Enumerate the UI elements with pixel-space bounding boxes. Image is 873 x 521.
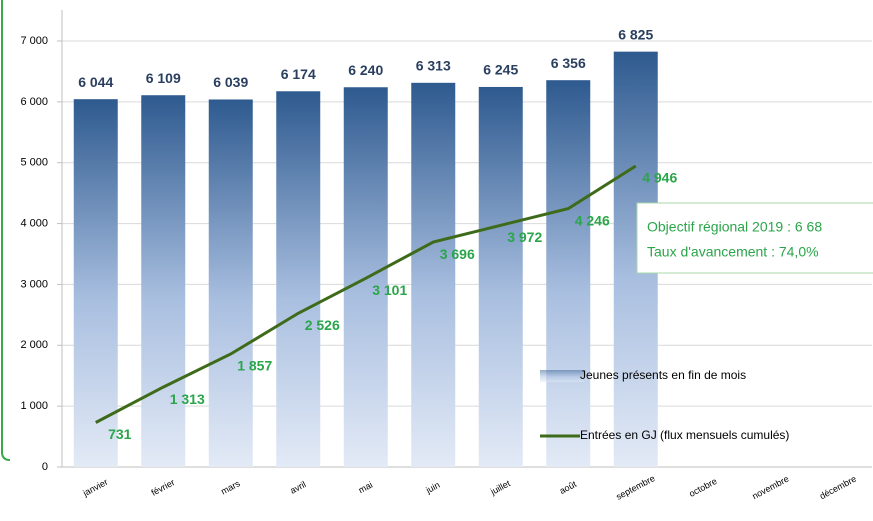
bar [478, 86, 523, 467]
y-tick-label: 1 000 [20, 400, 48, 412]
line-value-label: 2 526 [305, 317, 340, 333]
x-tick-label: juillet [488, 478, 512, 497]
bar-value-label: 6 044 [78, 74, 113, 90]
bar-value-label: 6 039 [213, 74, 248, 90]
line-value-label: 1 313 [170, 391, 205, 407]
bar-value-label: 6 356 [551, 55, 586, 71]
x-tick-label: septembre [614, 473, 656, 502]
line-value-label: 731 [108, 426, 132, 442]
x-tick-label: novembre [750, 474, 790, 502]
y-tick-label: 2 000 [20, 339, 48, 351]
y-tick-label: 6 000 [20, 96, 48, 108]
y-tick-label: 0 [42, 461, 48, 473]
annotation: Taux d'avancement : 74,0% [647, 244, 819, 260]
annotation: Objectif régional 2019 : 6 68 [647, 219, 822, 235]
bar [411, 82, 456, 467]
bar [73, 99, 118, 467]
bar [208, 99, 253, 468]
line-value-label: 4 946 [642, 170, 677, 186]
line [95, 164, 637, 424]
x-tick-label: janvier [81, 477, 110, 499]
legend-label: Entrées en GJ (flux mensuels cumulés) [580, 428, 789, 442]
bar-value-label: 6 109 [146, 70, 181, 86]
x-tick-label: décembre [818, 474, 858, 502]
line-value-label: 3 972 [507, 229, 542, 245]
frame-border [1, 0, 11, 461]
x-tick-label: février [150, 477, 177, 498]
y-tick-label: 4 000 [20, 217, 48, 229]
x-tick-label: octobre [687, 476, 718, 499]
line-value-label: 4 246 [575, 212, 610, 228]
x-tick-label: juin [424, 480, 442, 496]
bar-value-label: 6 313 [416, 58, 451, 74]
bar-value-label: 6 245 [483, 62, 518, 78]
bar [276, 91, 321, 467]
bar-value-label: 6 825 [618, 26, 653, 42]
legend-label: Jeunes présents en fin de mois [580, 368, 746, 382]
y-tick-label: 7 000 [20, 35, 48, 47]
bar [546, 80, 591, 467]
line-value-label: 1 857 [237, 358, 272, 374]
annotation-box [636, 202, 873, 274]
y-tick-label: 5 000 [20, 157, 48, 169]
bar-value-label: 6 240 [348, 62, 383, 78]
line-value-label: 3 696 [440, 246, 475, 262]
line-value-label: 3 101 [372, 282, 407, 298]
y-tick-label: 3 000 [20, 278, 48, 290]
legend-swatch [540, 370, 584, 382]
bar-value-label: 6 174 [281, 66, 316, 82]
x-tick-label: mars [219, 478, 242, 496]
bar [141, 95, 186, 467]
x-tick-label: avril [288, 479, 307, 496]
x-tick-label: mai [357, 480, 375, 496]
x-tick-label: août [558, 479, 579, 496]
